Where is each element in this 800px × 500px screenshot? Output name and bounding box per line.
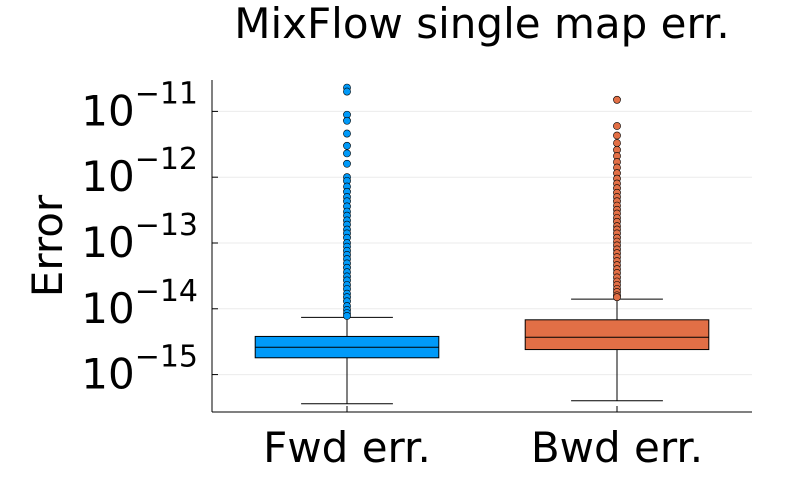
outlier-point: [343, 87, 351, 96]
outlier-point: [343, 116, 351, 125]
y-tick-label: 10−14: [81, 274, 198, 333]
y-axis-label: Error: [23, 194, 72, 297]
iqr-box: [524, 319, 710, 351]
plot-area: [254, 83, 710, 405]
outlier-point: [343, 141, 351, 150]
axes: [211, 80, 752, 413]
chart-title: MixFlow single map err.: [234, 0, 729, 48]
y-tick-label: 10−12: [81, 142, 198, 201]
outlier-point: [343, 311, 351, 320]
box-group: [254, 83, 440, 405]
grid-lines: [212, 110, 752, 376]
outlier-point: [613, 95, 621, 104]
outlier-point: [343, 129, 351, 138]
tick-labels: 10−15 10−14 10−13 10−12 10−11 Fwd err. Bwd err…: [81, 76, 703, 472]
box-group: [524, 95, 710, 402]
outlier-point: [613, 293, 621, 302]
y-tick-label: 10−15: [81, 340, 198, 399]
y-tick-label: 10−11: [81, 76, 198, 135]
outlier-point: [613, 131, 621, 140]
outlier-point: [613, 139, 621, 147]
y-tick-label: 10−13: [81, 208, 198, 267]
outlier-point: [343, 149, 351, 158]
x-tick-label: Bwd err.: [531, 423, 703, 472]
outlier-point: [343, 159, 351, 168]
outlier-point: [613, 122, 621, 130]
x-tick-label: Fwd err.: [263, 423, 431, 472]
